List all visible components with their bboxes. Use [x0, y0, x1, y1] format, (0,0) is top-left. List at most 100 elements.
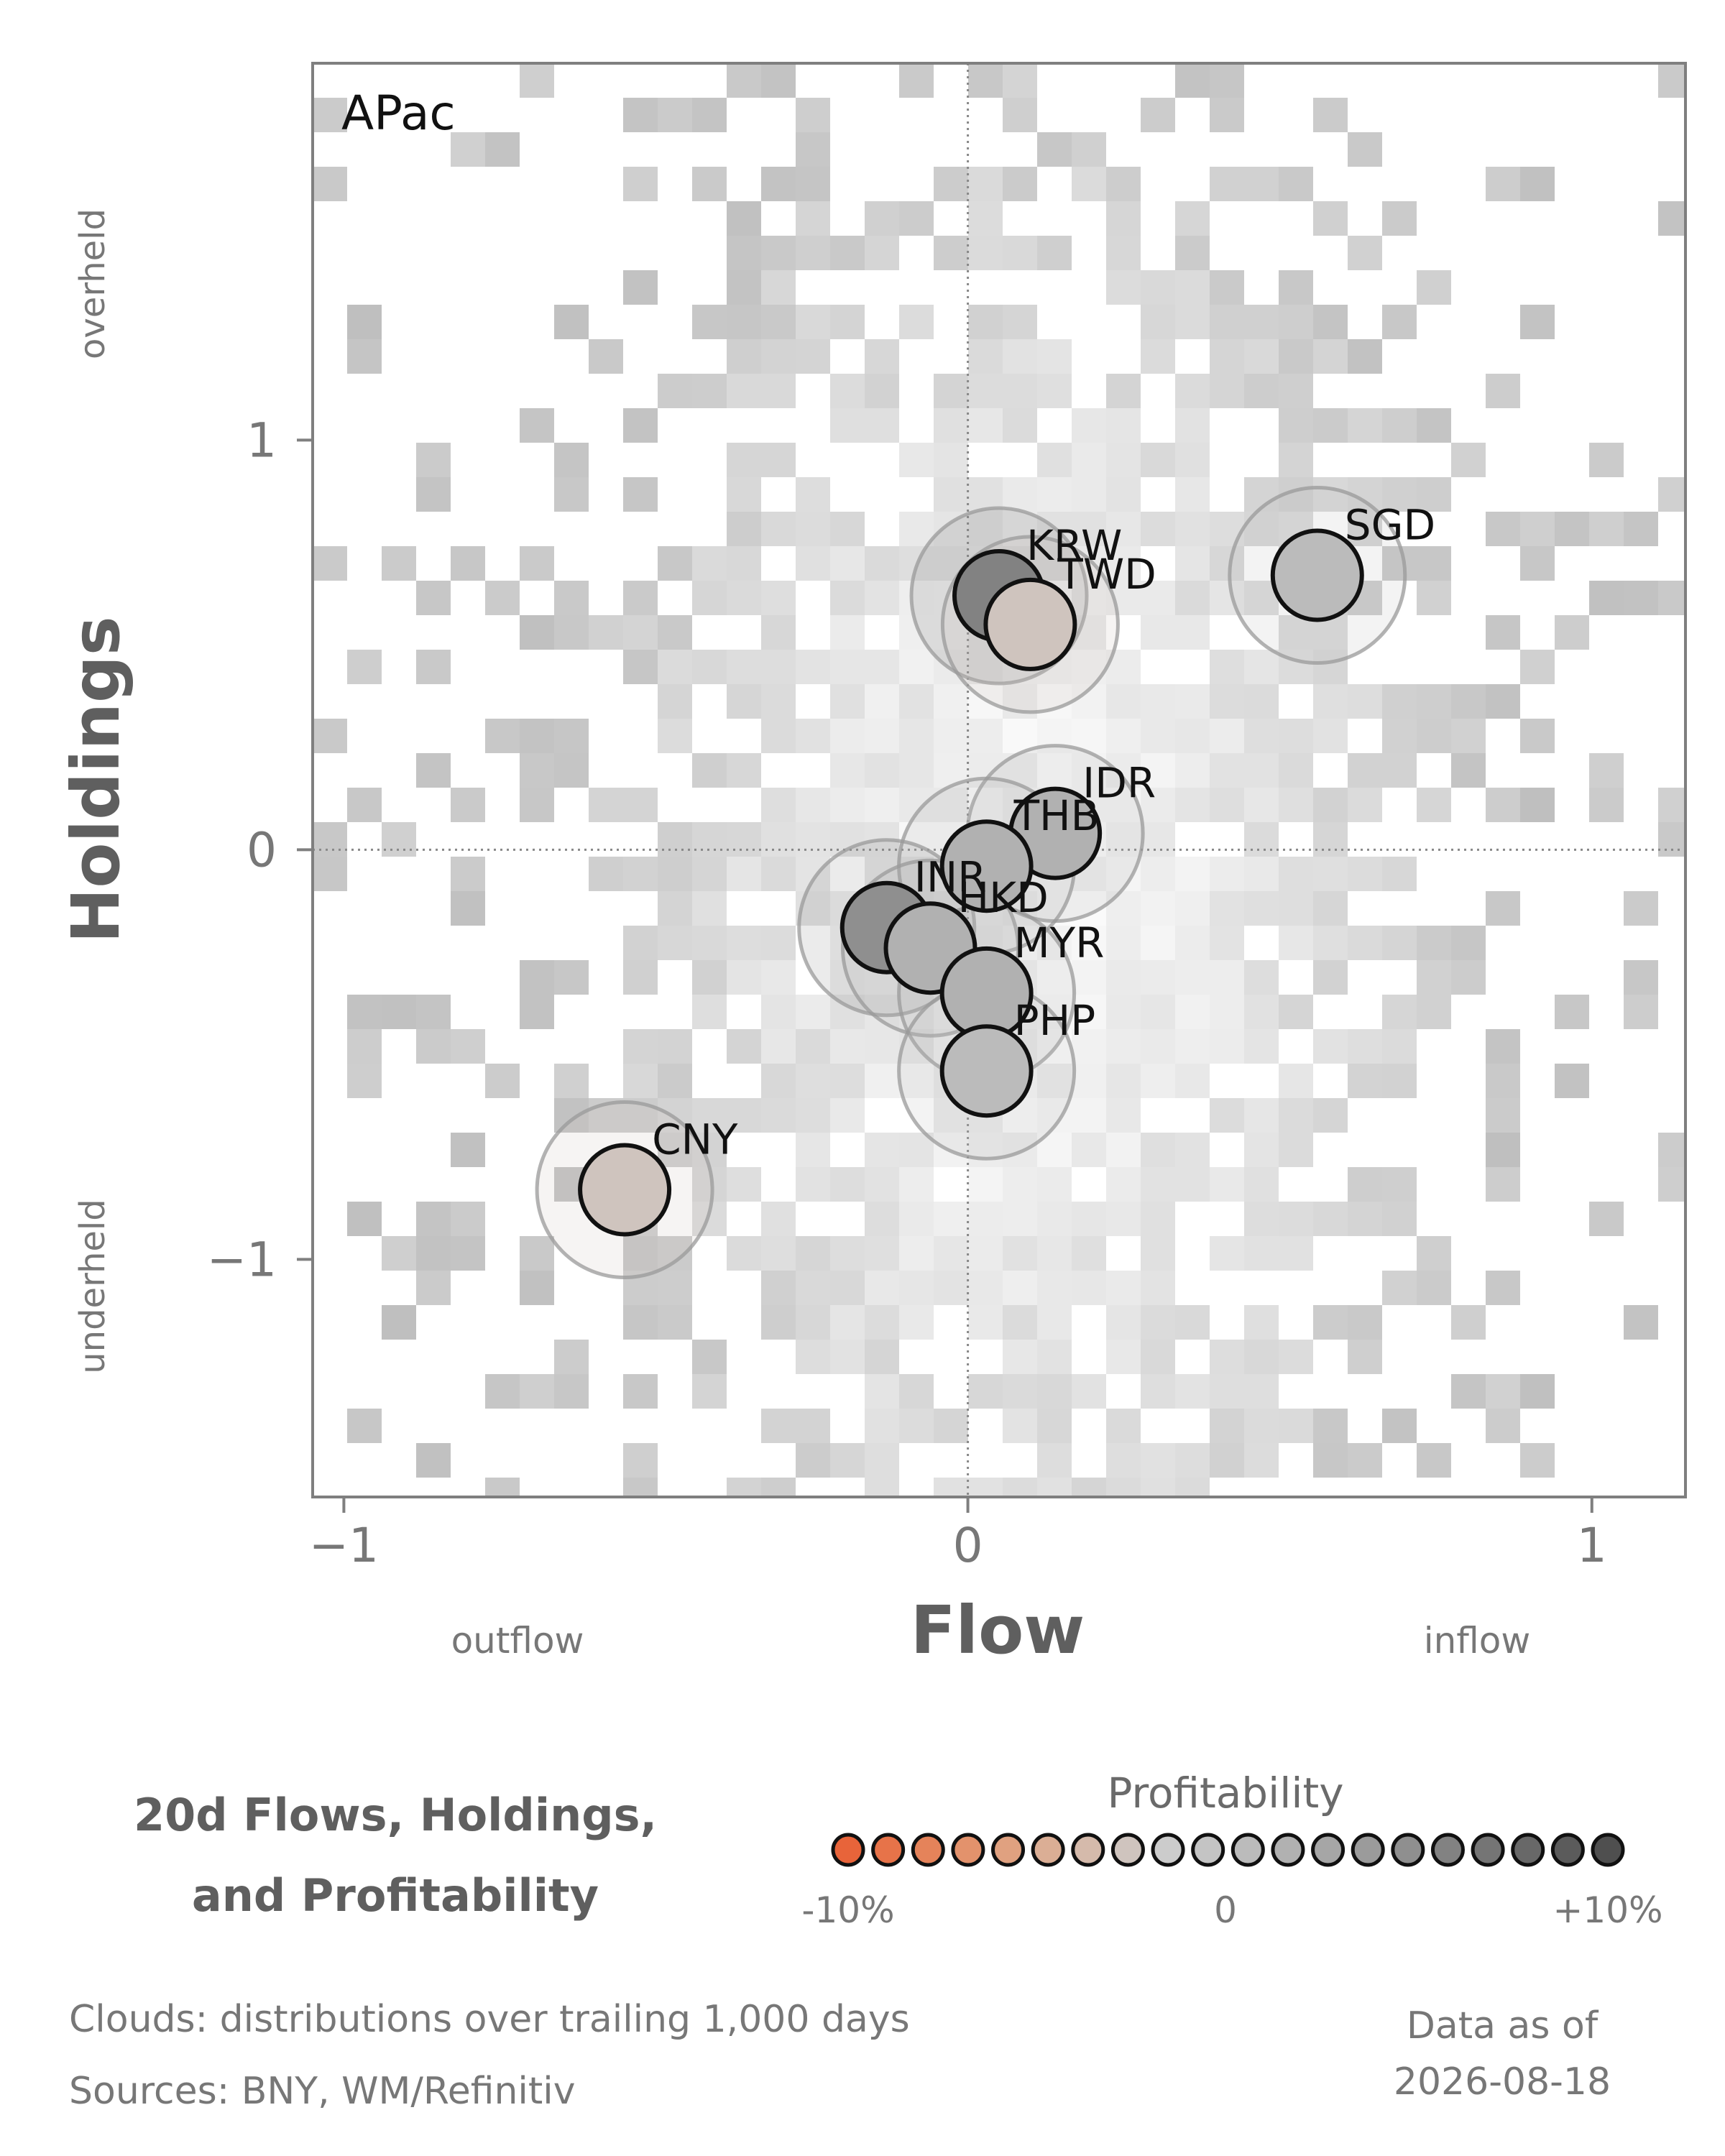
cloud-cell: [865, 753, 899, 788]
cloud-cell: [934, 1409, 968, 1443]
legend-swatch: [1550, 1833, 1585, 1867]
cloud-cell: [1106, 753, 1141, 788]
cloud-cell: [1624, 891, 1658, 926]
cloud-cell: [520, 1236, 554, 1271]
cloud-cell: [1175, 581, 1210, 615]
cloud-cell: [1313, 926, 1348, 960]
cloud-cell: [968, 512, 1003, 546]
cloud-cell: [1003, 477, 1037, 512]
cloud-cell: [1486, 374, 1520, 408]
cloud-cell: [1348, 1064, 1382, 1098]
cloud-cell: [1279, 719, 1313, 753]
cloud-cell: [658, 98, 692, 132]
cloud-cell: [1313, 719, 1348, 753]
cloud-cell: [796, 98, 830, 132]
cloud-cell: [347, 305, 382, 339]
cloud-cell: [1244, 1340, 1279, 1374]
cloud-cell: [1348, 1340, 1382, 1374]
cloud-cell: [1003, 1202, 1037, 1236]
cloud-cell: [1658, 63, 1685, 98]
cloud-cell: [658, 684, 692, 719]
cloud-cell: [1037, 132, 1072, 167]
y-tick-label: 0: [247, 822, 277, 877]
cloud-cell: [1106, 1133, 1141, 1167]
cloud-cell: [865, 201, 899, 236]
cloud-cell: [865, 719, 899, 753]
cloud-cell: [968, 477, 1003, 512]
cloud-cell: [1279, 339, 1313, 374]
cloud-cell: [1072, 1029, 1106, 1064]
cloud-cell: [1141, 822, 1175, 857]
chart-title-line2: and Profitability: [191, 1869, 599, 1922]
cloud-cell: [416, 753, 451, 788]
cloud-cell: [1141, 615, 1175, 650]
cloud-cell: [796, 339, 830, 374]
clouds-note: Clouds: distributions over trailing 1,00…: [69, 1998, 910, 2041]
cloud-cell: [1451, 960, 1486, 995]
cloud-cell: [1382, 201, 1417, 236]
y-tick-label: 1: [247, 413, 277, 468]
cloud-cell: [1106, 719, 1141, 753]
cloud-cell: [1072, 926, 1106, 960]
cloud-cell: [485, 132, 520, 167]
cloud-cell: [761, 684, 796, 719]
cloud-cell: [1486, 615, 1520, 650]
cloud-cell: [1486, 1374, 1520, 1409]
cloud-cell: [796, 1271, 830, 1305]
legend-title: Profitability: [1107, 1769, 1343, 1818]
cloud-cell: [451, 1236, 485, 1271]
cloud-cell: [830, 1064, 865, 1098]
legend-swatch: [1191, 1833, 1225, 1867]
cloud-cell: [968, 1167, 1003, 1202]
cloud-cell: [1279, 1202, 1313, 1236]
cloud-cell: [416, 1029, 451, 1064]
cloud-cell: [520, 546, 554, 581]
cloud-cell: [727, 1478, 761, 1497]
cloud-cell: [1658, 1167, 1685, 1202]
cloud-cell: [1175, 1029, 1210, 1064]
cloud-cell: [1037, 236, 1072, 270]
cloud-cell: [1141, 857, 1175, 891]
cloud-cell: [658, 1133, 692, 1167]
cloud-cell: [554, 1340, 589, 1374]
cloud-cell: [830, 1236, 865, 1271]
cloud-cell: [727, 1029, 761, 1064]
x-axis-label: Flow: [911, 1592, 1085, 1669]
cloud-cell: [968, 1305, 1003, 1340]
cloud-cell: [347, 1064, 382, 1098]
cloud-cell: [1313, 1305, 1348, 1340]
cloud-cell: [1348, 1443, 1382, 1478]
cloud-cell: [796, 788, 830, 822]
cloud-cell: [1520, 512, 1555, 546]
cloud-cell: [796, 1409, 830, 1443]
cloud-cell: [865, 1236, 899, 1271]
cloud-cell: [1313, 684, 1348, 719]
cloud-cell: [1451, 926, 1486, 960]
cloud-cell: [1486, 1409, 1520, 1443]
cloud-cell: [347, 650, 382, 684]
cloud-cell: [899, 1271, 934, 1305]
cloud-cell: [865, 1029, 899, 1064]
cloud-cell: [761, 512, 796, 546]
cloud-cell: [1348, 236, 1382, 270]
legend-swatch: [1471, 1833, 1505, 1867]
cloud-cell: [830, 1271, 865, 1305]
cloud-cell: [830, 408, 865, 443]
cloud-cell: [934, 374, 968, 408]
cloud-cell: [761, 305, 796, 339]
cloud-cell: [1348, 408, 1382, 443]
cloud-cell: [1175, 374, 1210, 408]
x-high-label: inflow: [1424, 1620, 1531, 1662]
x-low-label: outflow: [451, 1620, 584, 1662]
cloud-cell: [796, 822, 830, 857]
cloud-cell: [1244, 1305, 1279, 1340]
cloud-cell: [1279, 1236, 1313, 1271]
cloud-cell: [1589, 443, 1624, 477]
cloud-cell: [1141, 339, 1175, 374]
cloud-cell: [865, 1271, 899, 1305]
cloud-cell: [1555, 995, 1589, 1029]
cloud-cell: [623, 1064, 658, 1098]
cloud-cell: [865, 1064, 899, 1098]
cloud-cell: [1175, 891, 1210, 926]
